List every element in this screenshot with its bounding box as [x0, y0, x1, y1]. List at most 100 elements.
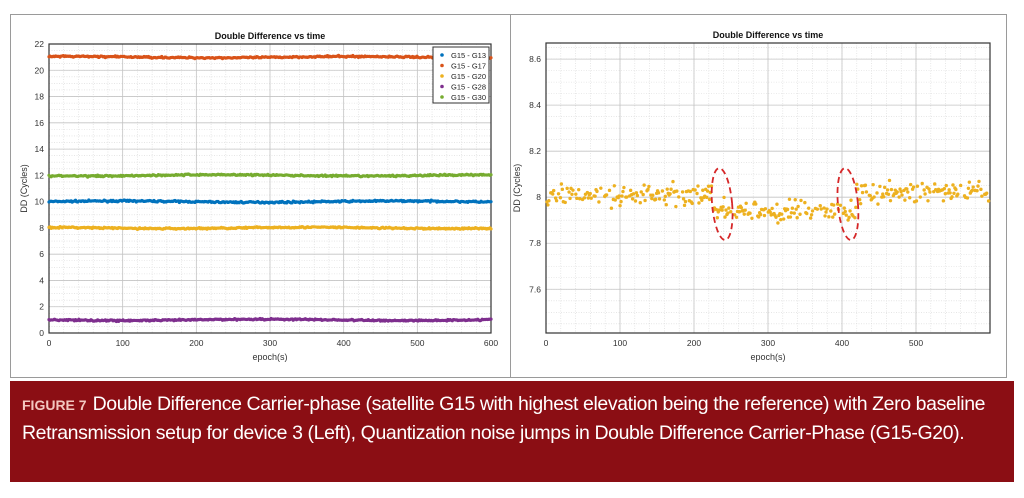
data-point: [625, 195, 629, 199]
jump-highlight-ellipse: [836, 167, 860, 241]
data-point: [682, 203, 687, 208]
data-point: [612, 184, 617, 188]
data-point: [568, 196, 572, 201]
data-point: [707, 197, 712, 202]
data-point: [727, 206, 731, 210]
data-point: [653, 197, 658, 202]
data-point: [715, 216, 720, 220]
data-point: [950, 195, 954, 199]
data-point: [744, 201, 748, 205]
y-tick-label: 16: [35, 118, 45, 128]
data-point: [829, 209, 833, 213]
data-point: [770, 206, 774, 211]
data-point: [714, 207, 719, 212]
data-point: [577, 187, 581, 192]
legend-marker: [440, 53, 444, 57]
data-point: [639, 190, 643, 194]
data-point: [763, 207, 768, 211]
plot-frame: [48, 43, 492, 334]
figure-label: FIGURE 7: [22, 397, 87, 413]
y-tick-label: 4: [39, 275, 44, 285]
left-chart: 0 100 200 300 400 500 600 0 2 4 6 8 10 12 14 16 18 20 22 Do…: [19, 31, 498, 362]
data-point: [705, 189, 710, 193]
data-point: [853, 215, 857, 220]
data-point: [553, 196, 558, 200]
data-point: [706, 184, 711, 188]
data-point: [630, 197, 635, 201]
data-point: [743, 208, 747, 212]
data-point: [824, 210, 828, 214]
right-chart: 0 100 200 300 400 500 7.6 7.8 8 8.2 8.4 8.6 Double D…: [512, 30, 991, 362]
data-point: [717, 208, 721, 212]
x-tick-label: 300: [761, 338, 775, 348]
data-point: [582, 196, 587, 200]
caption-text: Double Difference Carrier-phase (satelli…: [22, 393, 986, 444]
data-point: [849, 198, 853, 202]
data-point: [898, 187, 902, 191]
data-point: [674, 204, 678, 209]
data-point: [858, 201, 863, 206]
data-point: [618, 203, 622, 208]
data-point: [908, 196, 912, 200]
data-point: [750, 216, 754, 220]
data-point: [729, 210, 733, 214]
data-point: [647, 184, 651, 189]
data-point-2: [489, 227, 493, 231]
data-point: [897, 195, 901, 199]
data-point: [855, 182, 859, 186]
data-point: [732, 213, 737, 217]
legend-label: G15 - G13: [451, 51, 486, 60]
data-point: [628, 188, 633, 193]
data-point: [675, 189, 679, 193]
data-point: [620, 194, 624, 198]
data-point: [742, 212, 746, 216]
data-point: [695, 191, 699, 196]
data-point: [690, 201, 694, 206]
data-point: [796, 204, 800, 209]
data-point: [876, 202, 880, 206]
legend-label: G15 - G28: [451, 83, 486, 92]
data-point: [599, 186, 603, 190]
data-point: [633, 199, 638, 203]
data-point: [827, 215, 831, 219]
data-point: [868, 194, 872, 198]
data-point: [799, 198, 803, 203]
data-point: [790, 206, 795, 210]
data-point: [546, 203, 550, 207]
data-point: [843, 209, 847, 214]
data-point: [943, 192, 948, 196]
data-point: [758, 212, 763, 217]
data-point: [832, 203, 836, 207]
data-point: [889, 187, 894, 192]
data-point: [688, 189, 692, 194]
data-point: [926, 199, 930, 203]
data-point: [975, 189, 979, 193]
data-point: [724, 208, 728, 212]
data-point: [700, 198, 704, 202]
x-tick-label: 200: [687, 338, 701, 348]
data-point: [779, 217, 783, 222]
data-point: [737, 210, 742, 214]
data-point: [595, 189, 599, 194]
data-point: [613, 198, 617, 202]
legend-marker: [440, 74, 444, 78]
data-point: [805, 211, 809, 216]
data-point: [748, 211, 752, 215]
y-axis-label: DD (Cycles): [19, 164, 29, 213]
data-point: [556, 192, 561, 196]
data-point: [631, 192, 636, 196]
data-point: [563, 200, 567, 205]
data-point: [875, 191, 879, 195]
data-point: [622, 185, 626, 190]
data-point: [887, 178, 892, 183]
data-point: [970, 188, 974, 193]
legend-label: G15 - G20: [451, 72, 486, 81]
data-point: [933, 182, 937, 186]
data-point: [681, 197, 686, 201]
right-chart-panel: 0 100 200 300 400 500 7.6 7.8 8 8.2 8.4 8.6 Double D…: [510, 14, 1007, 378]
data-point: [780, 212, 784, 216]
data-point: [794, 207, 798, 211]
data-point: [671, 179, 675, 184]
data-point: [664, 203, 668, 207]
y-axis-label: DD (Cycles): [512, 164, 522, 213]
